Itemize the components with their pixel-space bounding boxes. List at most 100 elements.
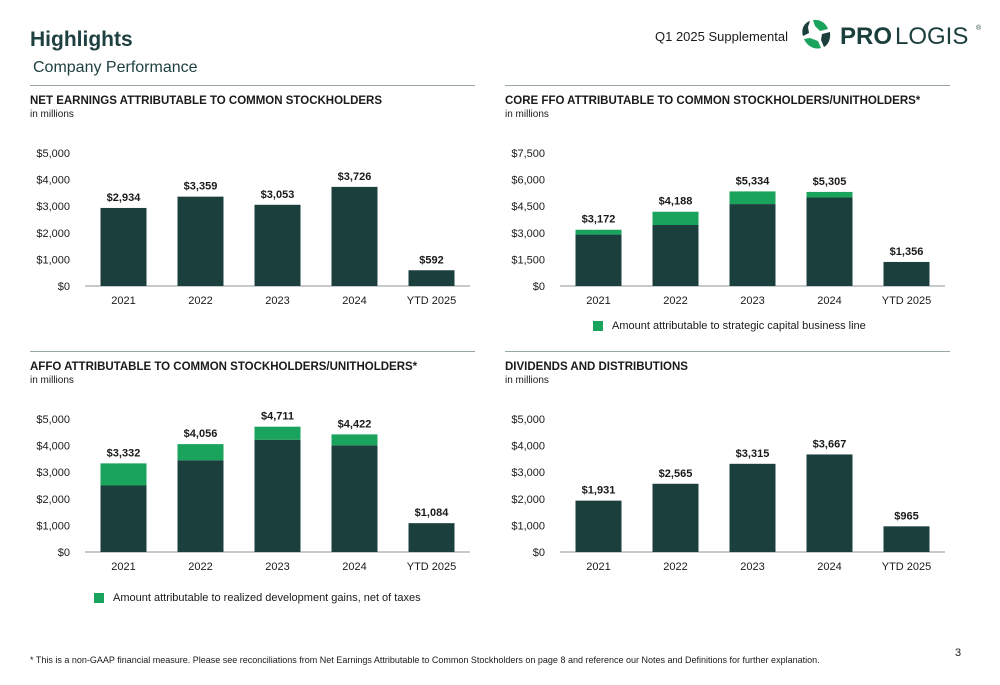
x-tick-label: YTD 2025 [407, 295, 457, 307]
data-label: $3,053 [261, 189, 295, 201]
chart-unit: in millions [30, 375, 74, 386]
data-label: $1,931 [582, 485, 616, 497]
x-tick-label: 2023 [265, 561, 289, 573]
bar [408, 270, 455, 286]
bar [575, 500, 622, 552]
y-tick-label: $1,000 [36, 520, 70, 532]
logo-text-light: LOGIS [895, 23, 968, 50]
y-tick-label: $2,000 [36, 228, 70, 240]
y-tick-label: $1,500 [511, 254, 545, 266]
bar [729, 204, 776, 286]
bar [408, 523, 455, 552]
x-tick-label: 2021 [111, 561, 135, 573]
x-tick-label: 2021 [111, 295, 135, 307]
data-label: $4,188 [659, 196, 693, 208]
y-tick-label: $5,000 [36, 414, 70, 426]
bar [652, 483, 699, 552]
bar-segment-highlight [652, 211, 699, 225]
data-label: $2,565 [659, 468, 693, 480]
y-tick-label: $0 [533, 547, 545, 559]
prologis-logo: PRO LOGIS ® [802, 19, 982, 50]
y-tick-label: $5,000 [511, 414, 545, 426]
mid-rule-left [30, 351, 475, 352]
footnote: * This is a non-GAAP financial measure. … [30, 655, 820, 665]
bar [883, 261, 930, 286]
legend-swatch [94, 593, 104, 603]
core-ffo-chart: $0 $1,500 $3,000 $4,500 $6,000 $7,500 $3,172 20… [511, 148, 945, 307]
data-label: $3,726 [338, 171, 372, 183]
y-tick-label: $3,000 [36, 467, 70, 479]
bar [254, 439, 301, 552]
chart-unit: in millions [505, 109, 549, 120]
x-tick-label: 2021 [586, 561, 610, 573]
chart-legend: Amount attributable to strategic capital… [593, 320, 866, 332]
bar-segment-highlight [100, 463, 147, 486]
bar-segment-highlight [806, 191, 853, 198]
y-tick-label: $4,000 [511, 441, 545, 453]
page-number: 3 [955, 647, 962, 659]
bar [331, 445, 378, 552]
y-tick-label: $1,000 [511, 520, 545, 532]
supplemental-label: Q1 2025 Supplemental [655, 29, 788, 44]
bar [331, 186, 378, 286]
y-tick-label: $2,000 [36, 494, 70, 506]
logo-text-bold: PRO [840, 23, 892, 50]
bar [100, 485, 147, 552]
mid-rule-right [505, 351, 950, 352]
bar [729, 463, 776, 552]
data-label: $1,356 [890, 246, 924, 258]
logo-registered: ® [976, 24, 982, 32]
bar-segment-highlight [331, 434, 378, 446]
bar-segment-highlight [254, 426, 301, 440]
data-label: $4,711 [261, 411, 294, 423]
bar [254, 204, 301, 286]
y-tick-label: $3,000 [511, 228, 545, 240]
data-label: $1,084 [415, 507, 450, 519]
y-tick-label: $0 [58, 281, 70, 293]
x-tick-label: 2022 [663, 561, 687, 573]
data-label: $3,359 [184, 181, 218, 193]
y-tick-label: $1,000 [36, 254, 70, 266]
y-tick-label: $6,000 [511, 175, 545, 187]
page-subtitle: Company Performance [33, 59, 198, 76]
data-label: $3,667 [813, 438, 847, 450]
x-tick-label: 2024 [817, 561, 841, 573]
y-tick-label: $3,000 [511, 467, 545, 479]
x-tick-label: 2022 [188, 561, 212, 573]
x-tick-label: 2021 [586, 295, 610, 307]
legend-label: Amount attributable to realized developm… [113, 592, 421, 604]
bar [100, 207, 147, 286]
data-label: $3,315 [736, 448, 770, 460]
bar-segment-highlight [729, 191, 776, 205]
bar-segment-highlight [575, 229, 622, 235]
x-tick-label: 2022 [663, 295, 687, 307]
y-tick-label: $0 [533, 281, 545, 293]
data-label: $4,422 [338, 418, 372, 430]
legend-swatch [593, 321, 603, 331]
data-label: $592 [419, 254, 443, 266]
data-label: $3,332 [107, 447, 141, 459]
bar [652, 224, 699, 286]
x-tick-label: 2023 [265, 295, 289, 307]
data-label: $5,305 [813, 176, 847, 188]
y-tick-label: $0 [58, 547, 70, 559]
y-tick-label: $2,000 [511, 494, 545, 506]
bar [806, 454, 853, 552]
panel-affo: AFFO ATTRIBUTABLE TO COMMON STOCKHOLDERS… [30, 361, 475, 611]
x-tick-label: 2023 [740, 561, 764, 573]
chart-title: CORE FFO ATTRIBUTABLE TO COMMON STOCKHOL… [505, 95, 921, 107]
data-label: $3,172 [582, 214, 616, 226]
bar [883, 526, 930, 552]
data-label: $5,334 [736, 175, 771, 187]
bar [575, 234, 622, 286]
net-earnings-chart: $0 $1,000 $2,000 $3,000 $4,000 $5,000 $2,934 20… [36, 148, 470, 307]
x-tick-label: YTD 2025 [407, 561, 457, 573]
header-rule-right [505, 85, 950, 86]
x-tick-label: 2024 [342, 295, 366, 307]
bar [177, 460, 224, 552]
bar-segment-highlight [177, 444, 224, 461]
y-tick-label: $3,000 [36, 201, 70, 213]
y-tick-label: $7,500 [511, 148, 545, 160]
bar [806, 197, 853, 286]
chart-unit: in millions [505, 375, 549, 386]
